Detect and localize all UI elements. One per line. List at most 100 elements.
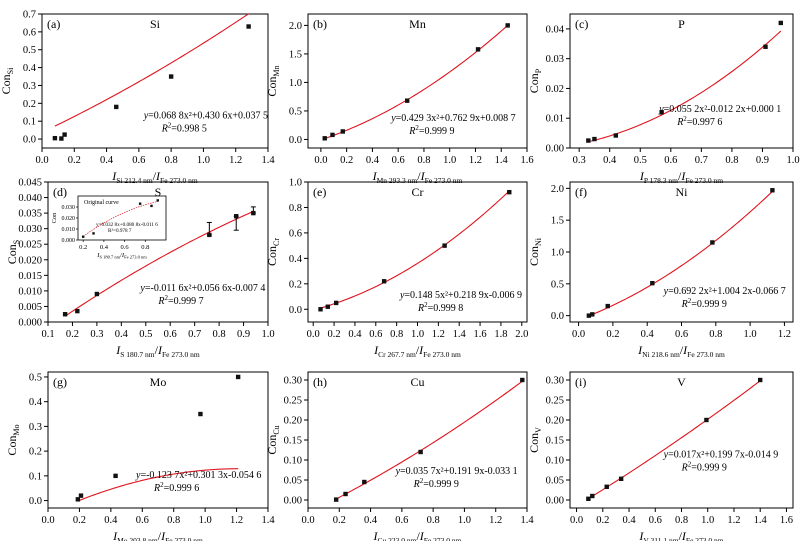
- x-tick-label: 0.0: [572, 329, 585, 340]
- x-label-subscript: V 311.1 nm: [643, 536, 678, 541]
- inset-data-point: [81, 235, 85, 238]
- fit-curve: [77, 468, 239, 502]
- x-axis-label: ICr 267.7 nm/IFe 273.0 nm: [373, 343, 461, 359]
- y-label-main: Con: [527, 73, 541, 93]
- fit-curve: [54, 13, 249, 127]
- inset-x-label-i2: I: [121, 252, 125, 259]
- x-label-subscript: Mn 293.3 nm: [377, 176, 418, 185]
- y-tick-label: 0.15: [546, 436, 564, 447]
- data-point: [325, 304, 331, 309]
- x-tick-label: 0.6: [136, 515, 149, 526]
- y-tick-label: 0.05: [546, 476, 564, 487]
- y-axis-label: ConSi: [0, 67, 15, 94]
- x-tick-label: 1.4: [754, 515, 768, 526]
- r2-superscript: 2: [415, 124, 419, 132]
- y-label-main: Con: [265, 246, 279, 266]
- data-point: [207, 232, 212, 238]
- x-tick-label: 1.0: [701, 515, 714, 526]
- x-label-subscript-2: Fe 273.0 nm: [165, 536, 203, 541]
- y-label-main: Con: [0, 74, 13, 94]
- y-tick-label: 0.4: [29, 397, 43, 408]
- y-tick-label: 0.10: [284, 456, 302, 467]
- r2-r: R: [153, 483, 160, 494]
- data-point: [778, 20, 783, 26]
- data-point: [333, 300, 339, 306]
- data-point: [590, 312, 595, 317]
- y-axis-label: ConMo: [5, 424, 21, 455]
- data-point: [613, 133, 619, 138]
- x-axis-label: IMn 293.3 nm/IFe 273.0 nm: [372, 169, 463, 185]
- data-point: [318, 307, 323, 312]
- y-tick-label: 0.5: [289, 106, 302, 117]
- x-tick-label: 0.5: [634, 155, 647, 166]
- y-axis-label: ConCu: [265, 425, 281, 454]
- y-axis-label: ConP: [527, 68, 543, 93]
- x-tick-label: 0.8: [417, 155, 430, 166]
- data-point: [59, 136, 64, 141]
- y-tick-label: 0.020: [18, 255, 42, 266]
- x-label-slash: /: [155, 343, 159, 357]
- x-tick-label: 0.4: [348, 329, 362, 340]
- r-squared: R2=0.999 9: [681, 297, 727, 310]
- r2-superscript: 2: [683, 115, 687, 123]
- r2-r: R: [161, 124, 168, 135]
- y-tick-label: 0.000: [18, 318, 42, 329]
- panel-letter: (d): [53, 185, 67, 199]
- x-label-i2: I: [680, 169, 686, 183]
- y-tick-label: 0.8: [289, 203, 302, 214]
- data-point: [113, 473, 118, 479]
- inset-y-tick-label: 0.020: [62, 216, 76, 222]
- x-tick-label: 1.0: [443, 155, 456, 166]
- x-label-i: I: [115, 343, 121, 357]
- r2-value: =0.999 6: [164, 483, 200, 494]
- x-tick-label: 1.0: [199, 515, 212, 526]
- x-tick-label: 1.2: [229, 155, 242, 166]
- inset-data-point: [156, 199, 159, 202]
- x-label-i: I: [637, 343, 643, 357]
- y-tick-label: 0.7: [23, 10, 36, 21]
- x-tick-label: 0.4: [115, 329, 129, 340]
- x-label-slash: /: [158, 529, 162, 541]
- x-label-i2: I: [418, 343, 424, 357]
- x-label-i2: I: [160, 529, 166, 541]
- r2-superscript: 2: [424, 301, 428, 309]
- x-tick-label: 0.6: [164, 329, 177, 340]
- data-point: [62, 132, 67, 137]
- x-tick-label: 0.3: [90, 329, 103, 340]
- equation-body: =0.429 3x²+0.762 9x+0.008 7: [396, 113, 516, 124]
- data-point: [758, 377, 763, 383]
- y-tick-label: 0.03: [546, 54, 564, 65]
- data-point: [168, 74, 174, 79]
- equation-y: y: [399, 290, 405, 301]
- plot-frame: [47, 371, 269, 509]
- x-tick-label: 1.2: [489, 515, 502, 526]
- data-point: [586, 138, 591, 143]
- inset-data-point: [92, 232, 95, 235]
- y-label-main: Con: [527, 246, 541, 266]
- x-tick-label: 1.0: [411, 329, 424, 340]
- x-label-slash: /: [679, 529, 683, 541]
- inset-y-tick-label: 0.010: [62, 227, 76, 233]
- equation-body: =0.148 5x²+0.218 9x-0.006 9: [404, 290, 522, 301]
- x-label-slash: /: [416, 343, 420, 357]
- data-point: [114, 104, 119, 110]
- panel-letter: (e): [313, 185, 326, 199]
- x-label-i: I: [111, 169, 117, 183]
- data-point: [650, 280, 655, 286]
- data-point: [442, 243, 447, 248]
- x-label-subscript-2: Fe 273.0 nm: [686, 536, 724, 541]
- x-tick-label: 0.9: [237, 329, 250, 340]
- x-tick-label: 0.6: [675, 329, 688, 340]
- inset-x-tick-label: 0.2: [79, 244, 87, 251]
- x-tick-label: 1.0: [458, 515, 471, 526]
- panel-element: Mo: [150, 375, 167, 389]
- y-label-subscript: Mo: [12, 424, 21, 435]
- x-tick-label: 0.0: [570, 515, 583, 526]
- x-tick-label: 0.5: [139, 329, 152, 340]
- x-label-slash: /: [153, 169, 157, 183]
- r2-r: R: [417, 303, 424, 314]
- x-axis-label: IS 180.7 nm/IFe 273.0 nm: [115, 343, 200, 359]
- y-tick-label: 0.25: [546, 396, 564, 407]
- x-axis-label: IV 311.1 nm/IFe 273.0 nm: [638, 529, 723, 541]
- fit-equation: y=0.035 7x²+0.191 9x-0.033 1: [395, 466, 518, 477]
